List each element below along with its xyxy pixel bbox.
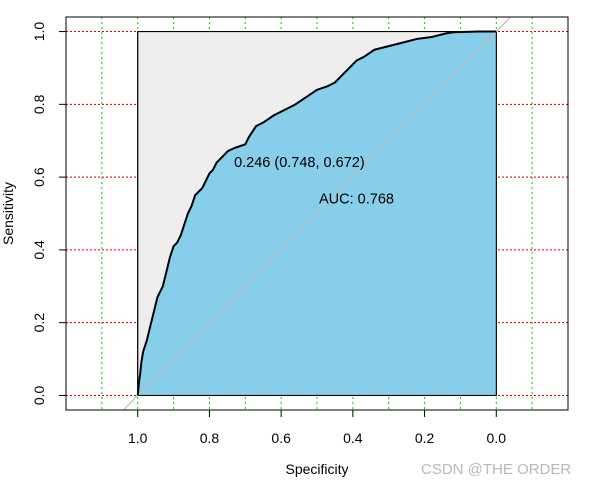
roc-curve (136, 30, 497, 396)
diagonal-reference-line (122, 16, 512, 411)
y-tick-label: 0.6 (31, 167, 47, 187)
x-tick-label: 0.6 (271, 430, 291, 446)
plot-area (65, 16, 569, 411)
x-tick-label: 0.4 (343, 430, 363, 446)
y-tick-label: 0.4 (31, 240, 47, 260)
axis-ticks: 1.0 0.8 0.6 0.4 0.2 0.0 0.0 0.2 0.4 0.6 0.8 1.0 (31, 22, 506, 446)
auc-box (137, 31, 497, 396)
y-tick-label: 0.0 (31, 386, 47, 406)
y-tick-label: 1.0 (31, 22, 47, 42)
y-tick-label: 0.2 (31, 313, 47, 333)
watermark: CSDN @THE ORDER (421, 461, 571, 478)
auc-annotation: AUC: 0.768 (319, 192, 394, 208)
y-tick-label: 0.8 (31, 94, 47, 114)
x-tick-label: 0.8 (200, 430, 220, 446)
x-tick-label: 0.0 (487, 430, 507, 446)
x-axis-title: Specificity (285, 461, 348, 477)
x-tick-label: 1.0 (128, 430, 148, 446)
x-tick-label: 0.2 (415, 430, 435, 446)
y-axis-title: Sensitivity (0, 182, 16, 245)
threshold-annotation: 0.246 (0.748, 0.672) (234, 155, 365, 171)
